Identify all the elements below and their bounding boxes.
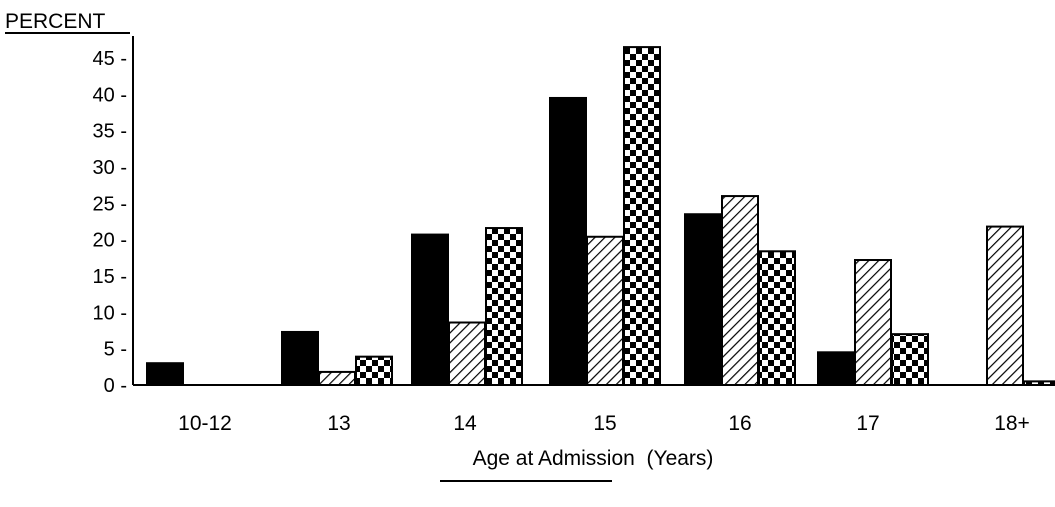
x-tick-labels: 10-12 13 14 15 16 17 18+: [178, 412, 1030, 435]
y-tick-label: 45 -: [93, 48, 127, 70]
x-tick-label: 13: [327, 412, 350, 435]
bar-checkerboard-14: [485, 227, 523, 386]
bar-solid-15: [549, 96, 587, 386]
bar-diagonal-hatch-18+: [986, 225, 1024, 386]
x-tick-label: 17: [856, 412, 879, 435]
y-tick-labels: 0 - 5 - 10 - 15 - 20 - 25 - 30 - 35 - 40 - 45 -: [93, 48, 127, 397]
bar-solid-14: [411, 233, 449, 386]
bar-diagonal-hatch-14: [448, 321, 486, 386]
y-tick-label: 5 -: [104, 339, 127, 361]
x-tick-label: 18+: [994, 412, 1030, 435]
x-tick-label: 10-12: [178, 412, 232, 435]
y-tick-label: 10 -: [93, 302, 127, 324]
y-tick-label: 40 -: [93, 84, 127, 106]
bar-diagonal-hatch-15: [586, 235, 624, 386]
bar-solid-10-12: [146, 362, 184, 387]
bar-checkerboard-16: [758, 250, 796, 386]
y-tick-label: 20 -: [93, 230, 127, 252]
y-tick-label: 0 -: [104, 375, 127, 397]
x-tick-label: 15: [593, 412, 616, 435]
x-tick-label: 14: [453, 412, 477, 435]
bar-diagonal-hatch-16: [721, 195, 759, 386]
y-tick-label: 35 -: [93, 121, 127, 143]
bar-checkerboard-13: [355, 355, 393, 387]
x-axis-title: Age at Admission (Years): [473, 447, 714, 470]
bar-solid-16: [684, 213, 722, 386]
y-tick-label: 25 -: [93, 193, 127, 215]
bar-solid-17: [817, 351, 855, 386]
y-tick-label: 15 -: [93, 266, 127, 288]
bar-diagonal-hatch-17: [854, 259, 892, 386]
bar-checkerboard-15: [623, 46, 661, 386]
bars: [146, 46, 1055, 387]
y-axis-title: PERCENT: [5, 10, 106, 33]
y-tick-label: 30 -: [93, 157, 127, 179]
bar-solid-13: [281, 330, 319, 387]
bar-checkerboard-18+: [1023, 380, 1055, 387]
x-tick-label: 16: [728, 412, 751, 435]
bar-checkerboard-17: [891, 333, 929, 386]
bar-diagonal-hatch-13: [318, 370, 356, 387]
